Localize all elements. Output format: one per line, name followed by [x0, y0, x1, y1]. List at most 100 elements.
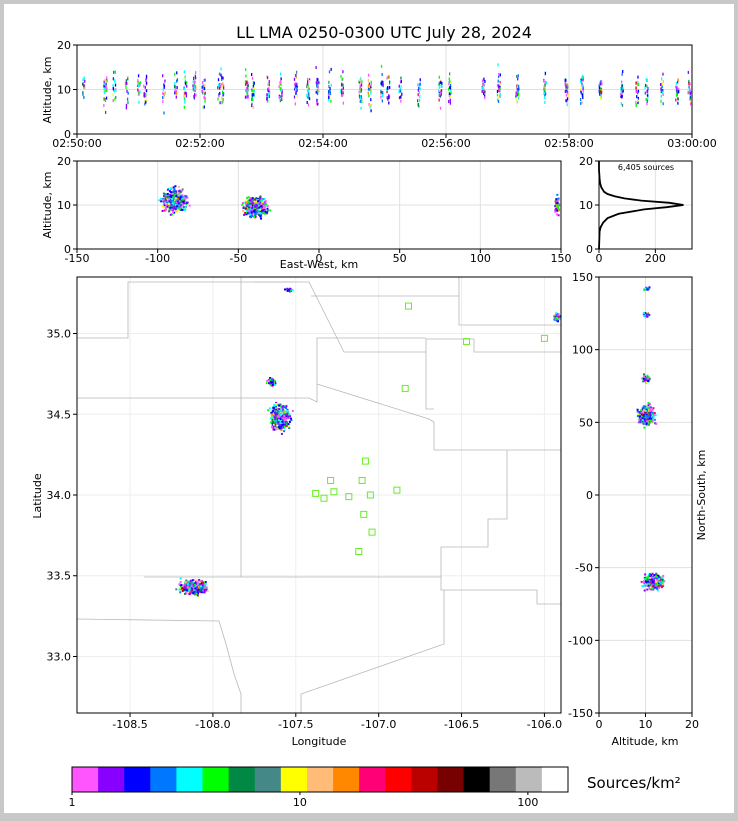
source-mark — [175, 588, 178, 591]
source-mark — [274, 412, 277, 415]
source-mark — [388, 96, 390, 100]
source-mark — [221, 85, 223, 89]
source-mark — [113, 79, 116, 83]
source-mark — [295, 90, 297, 94]
source-mark — [677, 97, 679, 101]
source-mark — [256, 202, 259, 205]
source-mark — [82, 78, 84, 82]
source-mark — [642, 415, 645, 418]
time-height-sources — [81, 63, 692, 115]
source-mark — [183, 586, 186, 589]
source-mark — [636, 410, 639, 413]
source-mark — [359, 78, 361, 82]
source-mark — [251, 201, 254, 204]
source-mark — [273, 416, 276, 419]
source-mark — [254, 203, 257, 206]
source-mark — [639, 409, 642, 412]
source-mark — [268, 80, 270, 84]
source-mark — [274, 409, 277, 412]
source-mark — [650, 582, 653, 585]
source-mark — [219, 82, 221, 86]
y-tick-label: -100 — [568, 634, 593, 647]
source-mark — [544, 92, 547, 96]
source-mark — [186, 196, 189, 199]
source-mark — [638, 415, 641, 418]
source-mark — [185, 94, 188, 98]
y-tick-label: 10 — [579, 199, 593, 212]
source-mark — [677, 78, 679, 82]
source-mark — [316, 77, 318, 81]
source-mark — [260, 208, 263, 211]
source-mark — [184, 100, 186, 104]
source-mark — [183, 87, 186, 91]
source-mark — [197, 590, 200, 593]
source-mark — [126, 89, 128, 93]
source-mark — [359, 87, 361, 91]
source-mark — [580, 79, 582, 83]
source-mark — [687, 70, 689, 74]
source-mark — [288, 413, 291, 416]
source-mark — [329, 92, 331, 96]
source-mark — [259, 197, 262, 200]
source-mark — [170, 213, 173, 216]
colorbar-swatch — [411, 767, 438, 792]
source-mark — [245, 201, 248, 204]
source-mark — [104, 82, 106, 86]
figure-page: LL LMA 0250-0300 UTC July 28, 2024 02:50… — [4, 4, 734, 813]
source-mark — [636, 90, 638, 94]
source-mark — [273, 379, 276, 382]
source-mark — [499, 81, 501, 85]
source-mark — [161, 209, 164, 212]
source-mark — [198, 578, 201, 581]
source-mark — [279, 424, 282, 427]
source-mark — [647, 378, 650, 381]
source-mark — [555, 203, 558, 206]
source-mark — [263, 206, 266, 209]
source-mark — [518, 96, 520, 100]
source-mark — [112, 99, 114, 103]
source-mark — [517, 77, 519, 81]
source-mark — [418, 86, 420, 90]
source-mark — [270, 414, 273, 417]
source-mark — [565, 88, 567, 92]
source-mark — [261, 201, 264, 204]
source-mark — [275, 425, 278, 428]
ns-altitude-ylabel: North-South, km — [695, 450, 708, 541]
y-tick-label: 0 — [64, 128, 71, 141]
source-mark — [271, 416, 274, 419]
source-mark — [677, 90, 679, 94]
source-mark — [217, 97, 219, 101]
source-mark — [221, 83, 223, 87]
source-mark — [266, 97, 268, 101]
source-mark — [359, 84, 361, 88]
source-mark — [642, 584, 645, 587]
source-mark — [247, 86, 249, 90]
source-mark — [580, 87, 582, 91]
source-mark — [193, 93, 196, 97]
source-mark — [170, 196, 173, 199]
source-mark — [246, 196, 249, 199]
y-tick-label: 0 — [586, 489, 593, 502]
source-mark — [279, 417, 282, 420]
source-mark — [165, 201, 168, 204]
source-mark — [281, 415, 284, 418]
source-mark — [649, 586, 652, 589]
source-mark — [276, 418, 279, 421]
source-mark — [499, 73, 501, 77]
source-mark — [553, 315, 556, 318]
source-mark — [246, 203, 249, 206]
source-mark — [253, 210, 256, 213]
source-mark — [291, 409, 294, 412]
source-mark — [176, 194, 179, 197]
source-mark — [192, 582, 195, 585]
source-mark — [620, 80, 623, 84]
colorbar-swatch — [98, 767, 125, 792]
source-mark — [640, 418, 643, 421]
source-mark — [168, 190, 171, 193]
source-mark — [84, 86, 86, 90]
source-mark — [644, 418, 647, 421]
source-mark — [183, 105, 185, 109]
source-mark — [382, 84, 384, 88]
source-mark — [201, 583, 204, 586]
source-mark — [246, 205, 249, 208]
